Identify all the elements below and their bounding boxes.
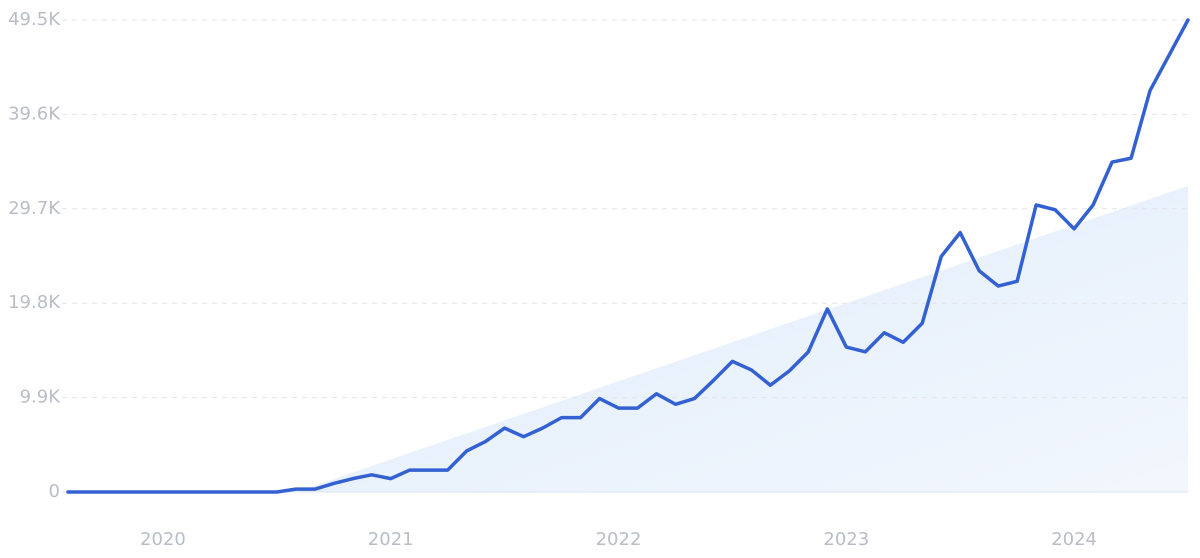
trend-area bbox=[295, 185, 1188, 492]
data-line bbox=[66, 18, 1190, 494]
x-tick-label: 2020 bbox=[140, 529, 186, 550]
x-tick-label: 2021 bbox=[368, 529, 414, 550]
y-tick-label: 29.7K bbox=[8, 198, 61, 219]
line-layer bbox=[66, 18, 1190, 494]
y-tick-label: 39.6K bbox=[8, 103, 61, 124]
y-tick-label: 49.5K bbox=[8, 9, 61, 30]
y-tick-label: 19.8K bbox=[8, 292, 61, 313]
x-tick-label: 2022 bbox=[596, 529, 642, 550]
grid-layer: 0 9.9K 19.8K 29.7K 39.6K 49.5K 2020 2021 2022 202… bbox=[8, 9, 1188, 550]
x-tick-label: 2023 bbox=[823, 529, 869, 550]
trend-layer bbox=[295, 185, 1188, 492]
y-tick-label: 9.9K bbox=[20, 387, 62, 408]
x-tick-label: 2024 bbox=[1051, 529, 1097, 550]
y-tick-label: 0 bbox=[49, 481, 60, 502]
